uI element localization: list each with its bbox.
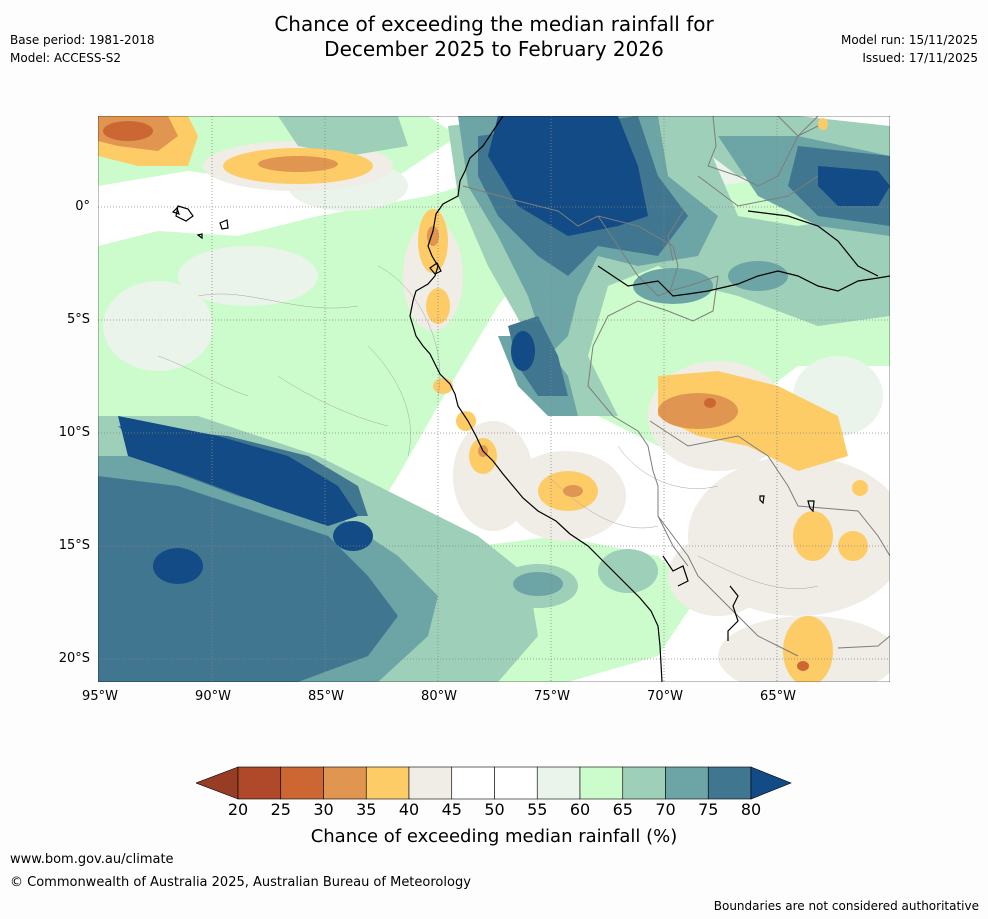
colorbar-tick-label: 65: [612, 800, 633, 819]
copyright-text: © Commonwealth of Australia 2025, Austra…: [10, 875, 471, 890]
colorbar-tick-label: 20: [227, 800, 249, 819]
colorbar-tick-label: 55: [527, 800, 548, 819]
colorbar-tick-label: 80: [740, 800, 762, 819]
colorbar-cell: [280, 766, 324, 800]
lat-label-5s: 5°S: [66, 312, 90, 327]
title-line-1: Chance of exceeding the median rainfall …: [274, 12, 714, 36]
colorbar-cell: [536, 766, 581, 800]
lon-label-85w: 85°W: [308, 689, 344, 704]
colorbar-tick-label: 30: [313, 800, 334, 819]
colorbar-tick-label: 40: [398, 800, 420, 819]
lat-label-10s: 10°S: [58, 425, 90, 440]
colorbar-title: Chance of exceeding median rainfall (%): [310, 826, 678, 847]
disclaimer-text: Boundaries are not considered authoritat…: [713, 899, 979, 913]
colorbar-cell: [323, 766, 367, 800]
lon-label-75w: 75°W: [534, 689, 570, 704]
colorbar-high-extend: [750, 766, 792, 800]
colorbar-cell: [579, 766, 624, 800]
colorbar-cell: [707, 766, 752, 800]
lat-label-0: 0°: [75, 199, 90, 214]
colorbar-tick-label: 75: [698, 800, 719, 819]
graticule: [98, 116, 890, 682]
meta-right: Model run: 15/11/2025 Issued: 17/11/2025: [841, 31, 978, 67]
colorbar-cells: [237, 766, 752, 800]
colorbar-tick-label: 50: [484, 800, 505, 819]
title-line-2: December 2025 to February 2026: [324, 37, 664, 61]
colorbar-cell: [451, 766, 495, 800]
meta-left: Base period: 1981-2018 Model: ACCESS-S2: [10, 31, 155, 67]
map-title: Chance of exceeding the median rainfall …: [0, 12, 988, 62]
lon-label-95w: 95°W: [82, 689, 118, 704]
colorbar: [196, 766, 792, 800]
base-period: Base period: 1981-2018: [10, 33, 155, 47]
colorbar-tick-label: 35: [356, 800, 377, 819]
colorbar-cell: [622, 766, 666, 800]
issued-date: Issued: 17/11/2025: [862, 51, 978, 65]
country-boundaries: [462, 116, 890, 657]
colorbar-tick-label: 25: [270, 800, 291, 819]
lon-label-65w: 65°W: [760, 689, 796, 704]
coastlines: [171, 116, 890, 682]
wet-80-band: [118, 116, 890, 584]
lat-label-20s: 20°S: [58, 651, 90, 666]
colorbar-cell: [365, 766, 410, 800]
lon-label-70w: 70°W: [647, 689, 683, 704]
colorbar-tick-label: 60: [569, 800, 591, 819]
lon-label-90w: 90°W: [195, 689, 231, 704]
colorbar-cell: [237, 766, 282, 800]
colorbar-low-extend: [196, 766, 239, 800]
colorbar-tick-label: 45: [441, 800, 462, 819]
colorbar-cell: [408, 766, 453, 800]
lon-label-80w: 80°W: [421, 689, 457, 704]
website-link[interactable]: www.bom.gov.au/climate: [10, 852, 174, 867]
colorbar-cell: [665, 766, 709, 800]
colorbar-tick-label: 70: [655, 800, 676, 819]
model-run: Model run: 15/11/2025: [840, 33, 978, 47]
rainfall-map: [98, 116, 890, 682]
lat-label-15s: 15°S: [58, 538, 90, 553]
dry-25-band: [103, 121, 809, 671]
contour-lines: [157, 265, 819, 589]
colorbar-cell: [494, 766, 538, 800]
model-name: Model: ACCESS-S2: [10, 51, 122, 65]
